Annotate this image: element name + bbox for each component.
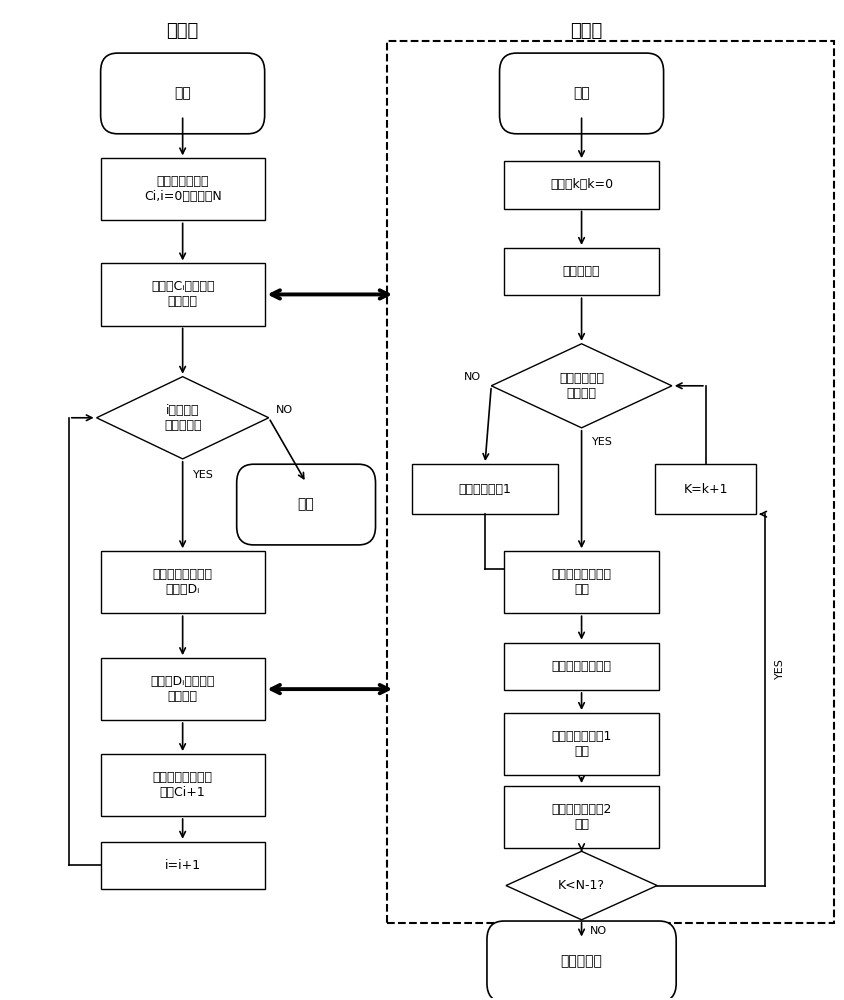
Bar	[504, 713, 659, 775]
Bar	[100, 263, 264, 326]
Text: YES: YES	[592, 437, 613, 447]
Bar	[100, 551, 264, 613]
Text: YES: YES	[192, 470, 214, 480]
Bar	[387, 41, 835, 923]
Text: 列车区间运行仿真: 列车区间运行仿真	[552, 660, 612, 673]
Bar	[100, 158, 264, 220]
Text: K<N-1?: K<N-1?	[558, 879, 605, 892]
Text: 初始化初代种群
Ci,i=0，规模为N: 初始化初代种群 Ci,i=0，规模为N	[143, 175, 221, 203]
Text: 惩罚因子置为1: 惩罚因子置为1	[458, 483, 511, 496]
Bar	[504, 643, 659, 690]
Text: 速度命令导入车辆
模型: 速度命令导入车辆 模型	[552, 568, 612, 596]
Text: 计算适应度函数2
的值: 计算适应度函数2 的值	[551, 803, 612, 831]
Text: YES: YES	[775, 659, 785, 679]
Text: 主流程: 主流程	[166, 22, 199, 40]
Polygon shape	[506, 851, 657, 920]
Text: NO: NO	[275, 405, 293, 415]
Text: 开始: 开始	[573, 86, 590, 100]
Polygon shape	[96, 377, 268, 459]
Text: 返回主流程: 返回主流程	[560, 954, 603, 968]
Text: 采用精英保留策略
产生Ci+1: 采用精英保留策略 产生Ci+1	[153, 771, 213, 799]
Bar	[412, 464, 559, 514]
Text: 计算适应度函数1
的值: 计算适应度函数1 的值	[551, 730, 612, 758]
Bar	[504, 786, 659, 848]
Text: 子种群Dᵢ的个体适
应度计算: 子种群Dᵢ的个体适 应度计算	[150, 675, 215, 703]
Bar	[504, 248, 659, 295]
Polygon shape	[491, 344, 672, 428]
Text: 开始: 开始	[174, 86, 191, 100]
FancyBboxPatch shape	[100, 53, 265, 134]
Text: 子流程: 子流程	[570, 22, 602, 40]
Text: K=k+1: K=k+1	[684, 483, 728, 496]
Text: 父种群Cᵢ的个体适
应度计算: 父种群Cᵢ的个体适 应度计算	[151, 280, 214, 308]
Bar	[100, 842, 264, 889]
Text: 染色体是否满
足条件？: 染色体是否满 足条件？	[559, 372, 604, 400]
Bar	[656, 464, 756, 514]
Text: 结束: 结束	[298, 498, 315, 512]
Text: 通过遗传算子产生
子种群Dᵢ: 通过遗传算子产生 子种群Dᵢ	[153, 568, 213, 596]
FancyBboxPatch shape	[500, 53, 663, 134]
Text: i=i+1: i=i+1	[165, 859, 201, 872]
Bar	[100, 658, 264, 720]
Bar	[504, 161, 659, 209]
Text: NO: NO	[464, 372, 481, 382]
FancyBboxPatch shape	[487, 921, 676, 1000]
Text: NO: NO	[590, 926, 607, 936]
Text: 染色体解码: 染色体解码	[563, 265, 600, 278]
Bar	[504, 551, 659, 613]
FancyBboxPatch shape	[236, 464, 376, 545]
Text: 取个体k，k=0: 取个体k，k=0	[550, 178, 613, 191]
Text: i小于最大
迭代代数？: i小于最大 迭代代数？	[164, 404, 202, 432]
Bar	[100, 754, 264, 816]
